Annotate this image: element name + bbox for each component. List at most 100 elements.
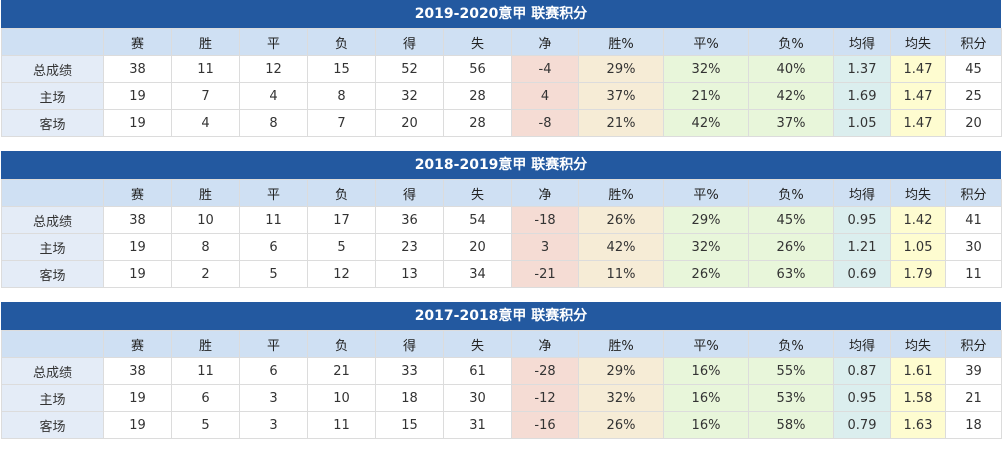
stat-cell: 21% [663,82,749,110]
stat-cell: 0.87 [833,357,891,385]
stat-cell: 20 [375,109,444,137]
column-header: 失 [443,179,512,207]
stat-cell: -28 [511,357,579,385]
stat-cell: 36 [375,206,444,234]
stat-cell: 1.21 [833,233,891,261]
table-row: 总成绩 38 11 12 15 52 56 -4 29% 32% 40% 1.37 1.47 45 [1,55,1002,83]
stat-cell: 0.95 [833,384,891,412]
stat-cell: -16 [511,411,579,439]
stat-cell: 37% [748,109,834,137]
stat-cell: 5 [239,260,308,288]
column-header: 胜% [578,179,664,207]
column-header: 平 [239,179,308,207]
column-header: 胜 [171,330,240,358]
stat-cell: 21 [307,357,376,385]
stat-cell: 0.95 [833,206,891,234]
stat-cell: 16% [663,384,749,412]
stat-cell: 54 [443,206,512,234]
stat-cell: 29% [663,206,749,234]
column-header: 均得 [833,179,891,207]
stat-cell: 8 [307,82,376,110]
row-label: 客场 [1,411,104,439]
stat-cell: 26% [663,260,749,288]
stat-cell: 32% [578,384,664,412]
stat-cell: 4 [511,82,579,110]
stat-cell: 58% [748,411,834,439]
stat-cell: 11 [239,206,308,234]
row-label: 客场 [1,260,104,288]
column-header: 积分 [945,28,1002,56]
stat-cell: 1.69 [833,82,891,110]
column-header: 失 [443,330,512,358]
header-row: 赛胜平负得失净胜% 平% 负% 均得 均失 积分 [1,179,1002,207]
table-row: 主场 19 8 6 5 23 20 3 42% 32% 26% 1.21 1.05 30 [1,233,1002,261]
stat-cell: 17 [307,206,376,234]
stat-cell: 1.05 [890,233,946,261]
stat-cell: 15 [375,411,444,439]
standings-table-block: 2017-2018意甲 联赛积分赛胜平负得失净胜% 平% 负% 均得 均失 积分 总成绩 38… [1,302,1002,439]
column-header: 胜% [578,28,664,56]
stat-cell: 12 [307,260,376,288]
column-header: 均失 [890,28,946,56]
stat-cell: -12 [511,384,579,412]
stat-cell: 4 [239,82,308,110]
stat-cell: 32% [663,55,749,83]
standings-table: 赛胜平负得失净胜% 平% 负% 均得 均失 积分 总成绩 38 11 12 15 52 56 -4 29% 3… [1,28,1002,137]
table-row: 主场 19 7 4 8 32 28 4 37% 21% 42% 1.69 1.47 25 [1,82,1002,110]
column-header: 均失 [890,179,946,207]
column-header: 均得 [833,28,891,56]
stat-cell: 21% [578,109,664,137]
stat-cell: 29% [578,55,664,83]
stat-cell: 30 [443,384,512,412]
row-label: 总成绩 [1,206,104,234]
stat-cell: 32% [663,233,749,261]
row-label: 总成绩 [1,357,104,385]
stat-cell: 33 [375,357,444,385]
stat-cell: 28 [443,109,512,137]
stat-cell: 1.58 [890,384,946,412]
stat-cell: 12 [239,55,308,83]
row-label: 总成绩 [1,55,104,83]
header-row: 赛胜平负得失净胜% 平% 负% 均得 均失 积分 [1,28,1002,56]
stat-cell: 13 [375,260,444,288]
stat-cell: 8 [171,233,240,261]
column-header [1,330,104,358]
stat-cell: 10 [171,206,240,234]
stat-cell: 26% [748,233,834,261]
column-header: 负 [307,28,376,56]
column-header: 得 [375,330,444,358]
stat-cell: -21 [511,260,579,288]
column-header: 负% [748,330,834,358]
column-header [1,179,104,207]
column-header: 负 [307,179,376,207]
stat-cell: 16% [663,357,749,385]
stat-cell: 5 [307,233,376,261]
stat-cell: 11 [171,357,240,385]
column-header: 净 [511,330,579,358]
stat-cell: 11 [307,411,376,439]
stat-cell: 5 [171,411,240,439]
stat-cell: 23 [375,233,444,261]
stat-cell: 38 [103,357,172,385]
stat-cell: 42% [578,233,664,261]
column-header: 均失 [890,330,946,358]
stat-cell: 63% [748,260,834,288]
stat-cell: 1.79 [890,260,946,288]
stat-cell: 21 [945,384,1002,412]
stat-cell: 42% [663,109,749,137]
table-title: 2018-2019意甲 联赛积分 [1,151,1001,179]
column-header: 平 [239,330,308,358]
stat-cell: 7 [307,109,376,137]
stat-cell: 15 [307,55,376,83]
column-header: 得 [375,179,444,207]
stat-cell: 38 [103,55,172,83]
stat-cell: 1.47 [890,55,946,83]
stat-cell: 25 [945,82,1002,110]
column-header: 积分 [945,179,1002,207]
table-title: 2019-2020意甲 联赛积分 [1,0,1001,28]
stat-cell: 3 [239,411,308,439]
column-header: 净 [511,179,579,207]
table-row: 总成绩 38 10 11 17 36 54 -18 26% 29% 45% 0.95 1.42 41 [1,206,1002,234]
stat-cell: 41 [945,206,1002,234]
column-header: 赛 [103,330,172,358]
